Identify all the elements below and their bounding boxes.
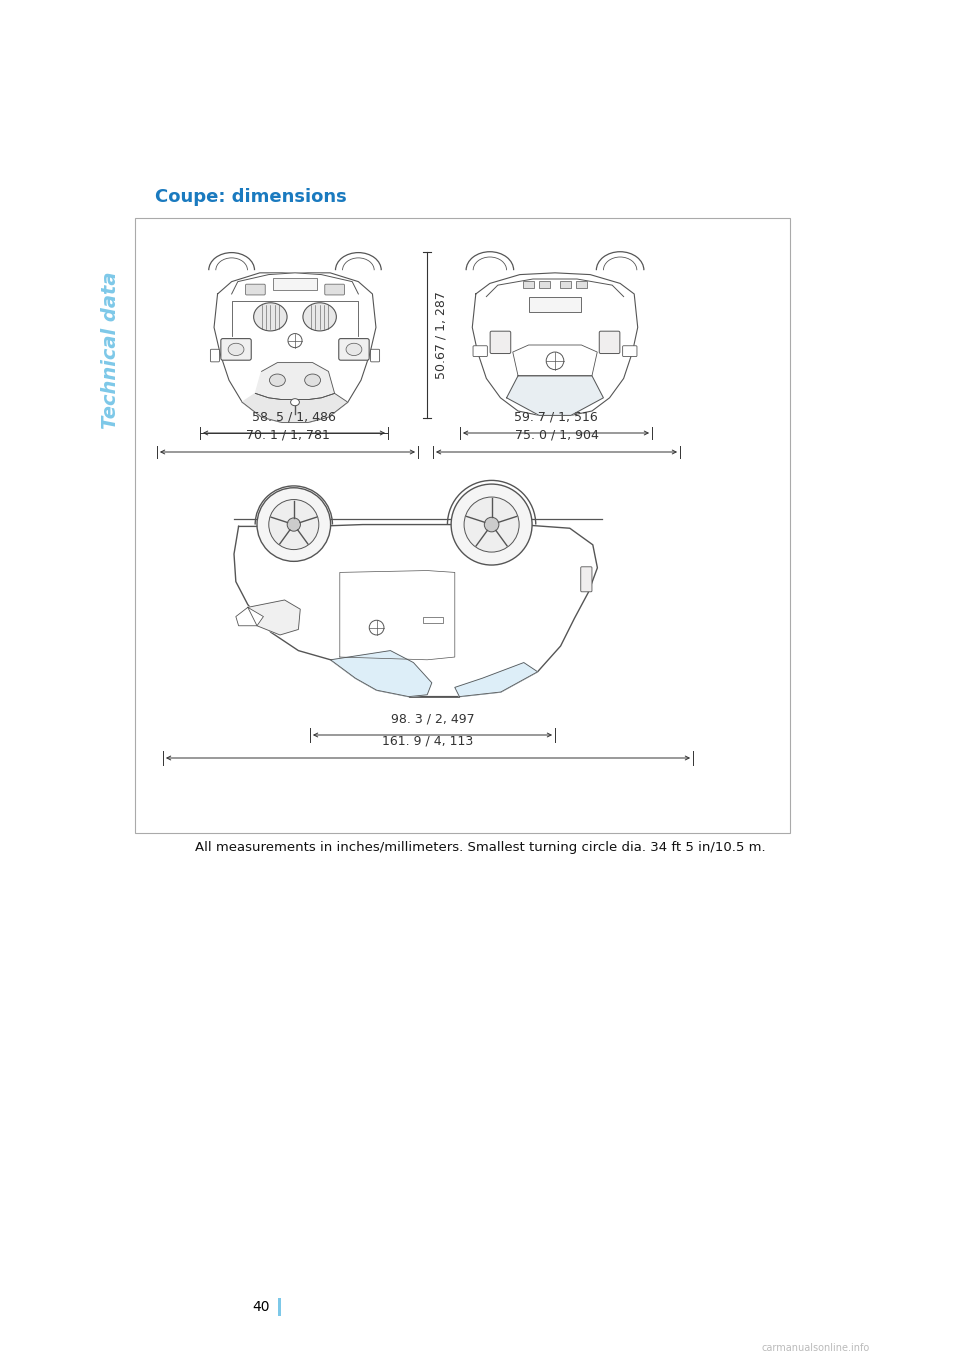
Polygon shape (472, 273, 637, 416)
Circle shape (546, 352, 564, 369)
Text: 98. 3 / 2, 497: 98. 3 / 2, 497 (391, 712, 474, 725)
Bar (523, 281, 534, 288)
Polygon shape (214, 273, 376, 422)
Polygon shape (255, 363, 335, 399)
Circle shape (370, 621, 384, 636)
Polygon shape (455, 663, 538, 697)
Polygon shape (231, 273, 358, 293)
Ellipse shape (253, 303, 287, 331)
Ellipse shape (303, 303, 336, 331)
Text: 58. 5 / 1, 486: 58. 5 / 1, 486 (252, 410, 336, 422)
FancyBboxPatch shape (599, 331, 620, 353)
FancyBboxPatch shape (473, 346, 488, 357)
FancyBboxPatch shape (339, 338, 370, 360)
Circle shape (269, 500, 319, 550)
Polygon shape (507, 376, 604, 416)
FancyBboxPatch shape (210, 349, 220, 361)
Text: carmanualsonline.info: carmanualsonline.info (761, 1343, 870, 1353)
Text: 40: 40 (252, 1300, 270, 1315)
Polygon shape (236, 607, 263, 626)
Ellipse shape (304, 373, 321, 387)
Circle shape (257, 488, 330, 561)
Polygon shape (513, 345, 597, 376)
Ellipse shape (228, 344, 244, 356)
Polygon shape (234, 524, 597, 697)
Text: Technical data: Technical data (101, 272, 119, 429)
Text: All measurements in inches/millimeters. Smallest turning circle dia. 34 ft 5 in/: All measurements in inches/millimeters. … (195, 842, 765, 854)
Ellipse shape (346, 344, 362, 356)
FancyBboxPatch shape (221, 338, 252, 360)
Text: 70. 1 / 1, 781: 70. 1 / 1, 781 (246, 429, 329, 441)
Bar (273, 278, 317, 291)
Text: 59. 7 / 1, 516: 59. 7 / 1, 516 (515, 410, 598, 422)
FancyBboxPatch shape (246, 284, 265, 295)
FancyBboxPatch shape (371, 349, 379, 361)
Text: 50.67 / 1, 287: 50.67 / 1, 287 (435, 291, 447, 379)
Polygon shape (242, 394, 348, 422)
Circle shape (288, 334, 302, 348)
Text: 75. 0 / 1, 904: 75. 0 / 1, 904 (515, 429, 598, 441)
Circle shape (464, 497, 519, 553)
Bar (278, 1298, 281, 1316)
Polygon shape (248, 600, 300, 636)
Circle shape (484, 517, 499, 532)
Polygon shape (330, 650, 432, 697)
FancyBboxPatch shape (581, 566, 592, 592)
Text: Coupe: dimensions: Coupe: dimensions (155, 187, 347, 206)
Text: 161. 9 / 4, 113: 161. 9 / 4, 113 (382, 735, 473, 748)
Bar (576, 281, 587, 288)
Bar (540, 281, 550, 288)
Ellipse shape (270, 373, 285, 387)
Bar (422, 618, 443, 623)
FancyBboxPatch shape (491, 331, 511, 353)
FancyBboxPatch shape (324, 284, 345, 295)
Bar (561, 281, 571, 288)
Bar (135, 219, 790, 832)
FancyBboxPatch shape (623, 346, 637, 357)
Ellipse shape (291, 399, 300, 406)
Circle shape (287, 517, 300, 531)
Circle shape (451, 483, 532, 565)
Bar (529, 297, 582, 311)
